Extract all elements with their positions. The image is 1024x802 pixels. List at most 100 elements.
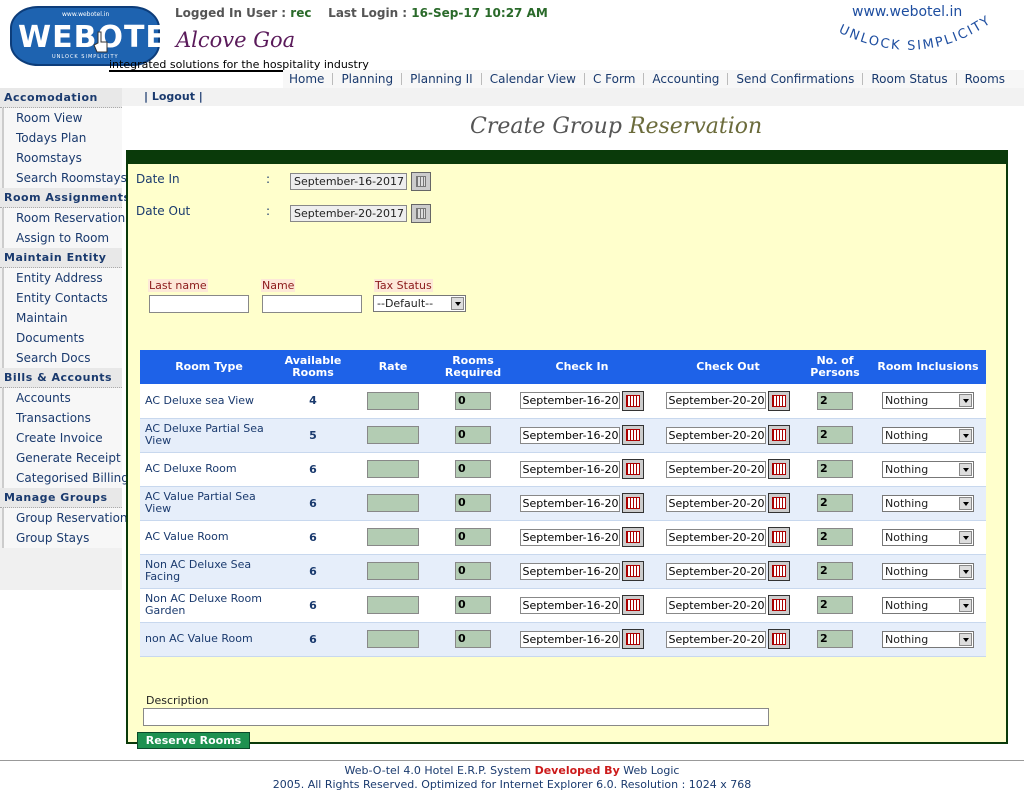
nav-home[interactable]: Home (289, 72, 325, 86)
sidebar-item-documents[interactable]: Documents (2, 328, 122, 348)
sidebar-item-generate-receipt[interactable]: Generate Receipt (2, 448, 122, 468)
chevron-down-icon[interactable] (959, 632, 972, 646)
chevron-down-icon[interactable] (959, 530, 972, 544)
footer-developer[interactable]: Web Logic (623, 764, 680, 777)
sidebar-item-accounts[interactable]: Accounts (2, 388, 122, 408)
persons-input[interactable]: 2 (817, 391, 853, 410)
check-out-input[interactable]: September-20-20 (666, 494, 766, 512)
nav-accounting[interactable]: Accounting (643, 73, 727, 85)
rooms-required-input[interactable]: 0 (455, 630, 491, 648)
name-input[interactable] (262, 295, 362, 313)
date-in-calendar-icon[interactable] (411, 172, 431, 191)
check-out-input[interactable]: September-20-20 (666, 562, 766, 580)
persons-input[interactable]: 2 (817, 494, 853, 512)
sidebar-item-assign-to-room[interactable]: Assign to Room (2, 228, 122, 248)
check-out-input[interactable]: September-20-20 (666, 460, 766, 478)
rooms-required-input[interactable]: 0 (455, 426, 491, 444)
calendar-icon[interactable] (622, 459, 644, 479)
chevron-down-icon[interactable] (959, 394, 972, 408)
room-inclusions-select[interactable]: Nothing (882, 596, 974, 614)
chevron-down-icon[interactable] (959, 598, 972, 612)
calendar-icon[interactable] (622, 629, 644, 649)
nav-room-status[interactable]: Room Status (862, 73, 955, 85)
sidebar-item-entity-address[interactable]: Entity Address (2, 268, 122, 288)
nav-planning[interactable]: Planning (332, 73, 401, 85)
logout-link[interactable]: Logout (151, 90, 195, 103)
last-name-input[interactable] (149, 295, 249, 313)
calendar-icon[interactable] (622, 561, 644, 581)
rooms-required-input[interactable]: 0 (455, 460, 491, 478)
calendar-icon[interactable] (768, 561, 790, 581)
calendar-icon[interactable] (768, 629, 790, 649)
room-inclusions-select[interactable]: Nothing (882, 562, 974, 580)
webotel-logo[interactable]: www.webotel.in WEBOTEL UNLOCK SIMPLICITY (10, 6, 186, 66)
sidebar-item-maintain[interactable]: Maintain (2, 308, 122, 328)
rooms-required-input[interactable]: 0 (455, 391, 491, 410)
persons-input[interactable]: 2 (817, 562, 853, 580)
rate-input[interactable] (367, 460, 419, 478)
sidebar-item-room-view[interactable]: Room View (2, 108, 122, 128)
sidebar-item-entity-contacts[interactable]: Entity Contacts (2, 288, 122, 308)
check-out-input[interactable]: September-20-20 (666, 426, 766, 444)
room-inclusions-select[interactable]: Nothing (882, 528, 974, 546)
calendar-icon[interactable] (622, 390, 644, 411)
rate-input[interactable] (367, 630, 419, 648)
calendar-icon[interactable] (768, 493, 790, 513)
persons-input[interactable]: 2 (817, 596, 853, 614)
date-out-field[interactable]: September-20-2017 (290, 205, 407, 222)
chevron-down-icon[interactable] (959, 564, 972, 578)
check-out-input[interactable]: September-20-20 (666, 630, 766, 648)
tax-status-select[interactable]: --Default-- (373, 295, 466, 312)
sidebar-item-search-roomstays[interactable]: Search Roomstays (2, 168, 127, 188)
sidebar-item-search-docs[interactable]: Search Docs (2, 348, 122, 368)
calendar-icon[interactable] (768, 527, 790, 547)
check-out-input[interactable]: September-20-20 (666, 392, 766, 410)
calendar-icon[interactable] (768, 595, 790, 615)
nav-calendar-view[interactable]: Calendar View (480, 73, 584, 85)
reserve-rooms-button[interactable]: Reserve Rooms (137, 732, 250, 749)
check-in-input[interactable]: September-16-20 (520, 562, 620, 580)
sidebar-item-group-stays[interactable]: Group Stays (2, 528, 122, 548)
date-out-calendar-icon[interactable] (411, 204, 431, 223)
room-inclusions-select[interactable]: Nothing (882, 426, 974, 444)
sidebar-item-categorised-billing[interactable]: Categorised Billing (2, 468, 129, 488)
chevron-down-icon[interactable] (959, 496, 972, 510)
nav-planning-ii[interactable]: Planning II (401, 73, 481, 85)
room-inclusions-select[interactable]: Nothing (882, 392, 974, 410)
calendar-icon[interactable] (622, 425, 644, 445)
check-in-input[interactable]: September-16-20 (520, 630, 620, 648)
persons-input[interactable]: 2 (817, 426, 853, 444)
rooms-required-input[interactable]: 0 (455, 494, 491, 512)
nav-c-form[interactable]: C Form (583, 73, 643, 85)
room-inclusions-select[interactable]: Nothing (882, 460, 974, 478)
check-in-input[interactable]: September-16-20 (520, 460, 620, 478)
date-in-field[interactable]: September-16-2017 (290, 173, 407, 190)
persons-input[interactable]: 2 (817, 460, 853, 478)
rate-input[interactable] (367, 391, 419, 410)
calendar-icon[interactable] (622, 595, 644, 615)
check-out-input[interactable]: September-20-20 (666, 596, 766, 614)
sidebar-item-transactions[interactable]: Transactions (2, 408, 122, 428)
rooms-required-input[interactable]: 0 (455, 596, 491, 614)
room-inclusions-select[interactable]: Nothing (882, 630, 974, 648)
sidebar-item-todays-plan[interactable]: Todays Plan (2, 128, 122, 148)
sidebar-item-room-reservation[interactable]: Room Reservation (2, 208, 125, 228)
nav-rooms[interactable]: Rooms (955, 73, 1013, 85)
rate-input[interactable] (367, 528, 419, 546)
nav-send-confirmations[interactable]: Send Confirmations (727, 73, 862, 85)
rooms-required-input[interactable]: 0 (455, 528, 491, 546)
check-in-input[interactable]: September-16-20 (520, 392, 620, 410)
chevron-down-icon[interactable] (959, 462, 972, 476)
check-in-input[interactable]: September-16-20 (520, 494, 620, 512)
sidebar-item-roomstays[interactable]: Roomstays (2, 148, 122, 168)
rooms-required-input[interactable]: 0 (455, 562, 491, 580)
chevron-down-icon[interactable] (959, 428, 972, 442)
persons-input[interactable]: 2 (817, 630, 853, 648)
calendar-icon[interactable] (622, 493, 644, 513)
persons-input[interactable]: 2 (817, 528, 853, 546)
sidebar-item-group-reservation[interactable]: Group Reservation (2, 508, 128, 528)
rate-input[interactable] (367, 562, 419, 580)
check-in-input[interactable]: September-16-20 (520, 596, 620, 614)
rate-input[interactable] (367, 426, 419, 444)
check-in-input[interactable]: September-16-20 (520, 528, 620, 546)
